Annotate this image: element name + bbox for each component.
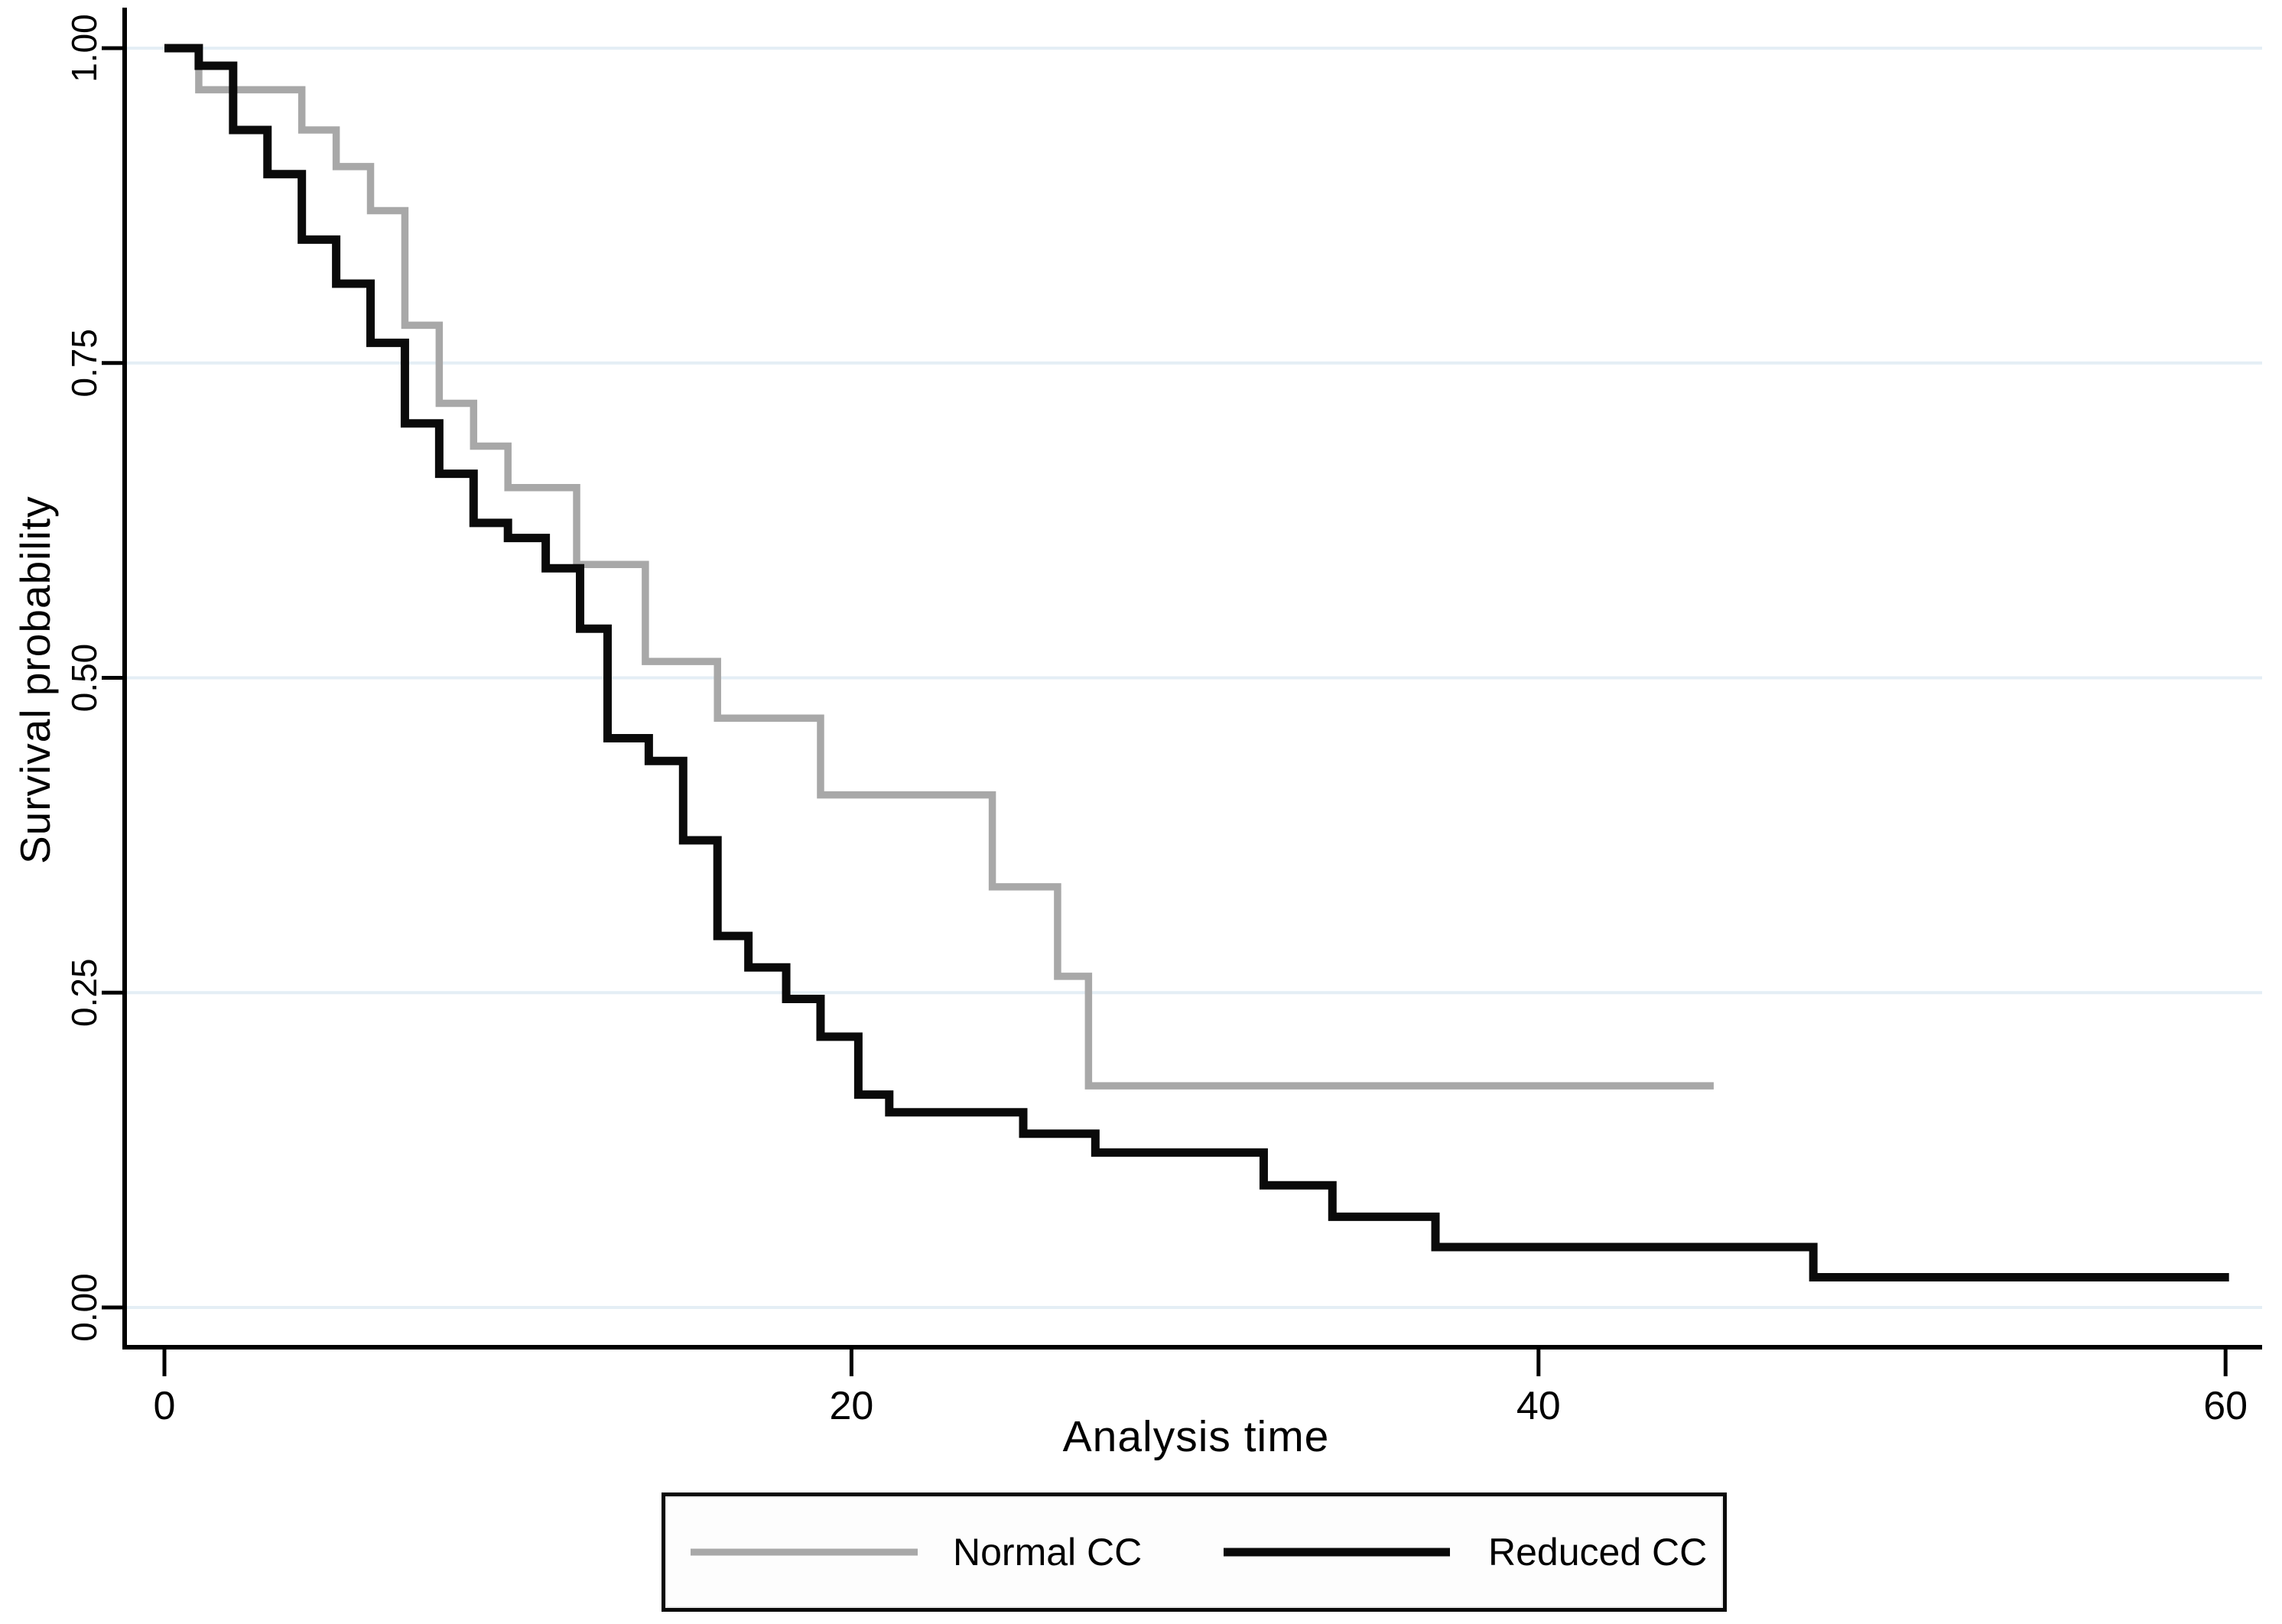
x-tick-label-0: 0 bbox=[154, 1384, 176, 1428]
legend-box: Normal CC Reduced CC bbox=[662, 1492, 1727, 1612]
survival-curve-normal-cc bbox=[164, 44, 1714, 1090]
normal-cc-line-swatch bbox=[691, 1548, 918, 1556]
x-tick-label-20: 20 bbox=[829, 1384, 873, 1428]
y-tick-label-1.00: 1.00 bbox=[64, 14, 104, 83]
y-tick-label-0.75: 0.75 bbox=[64, 329, 104, 398]
x-axis-title: Analysis time bbox=[1062, 1412, 1330, 1461]
x-tick-label-40: 40 bbox=[1516, 1384, 1561, 1428]
y-axis-title: Survival probability bbox=[11, 495, 59, 864]
y-tick-label-0.50: 0.50 bbox=[64, 644, 104, 713]
survival-curve-reduced-cc bbox=[164, 44, 2229, 1281]
y-tick-label-0.25: 0.25 bbox=[64, 958, 104, 1027]
x-tick-label-60: 60 bbox=[2203, 1384, 2248, 1428]
legend-label-normal-cc: Normal CC bbox=[953, 1531, 1143, 1574]
reduced-cc-line-swatch bbox=[1224, 1548, 1450, 1557]
legend-label-reduced-cc: Reduced CC bbox=[1488, 1531, 1708, 1574]
y-tick-label-0.00: 0.00 bbox=[64, 1273, 104, 1342]
